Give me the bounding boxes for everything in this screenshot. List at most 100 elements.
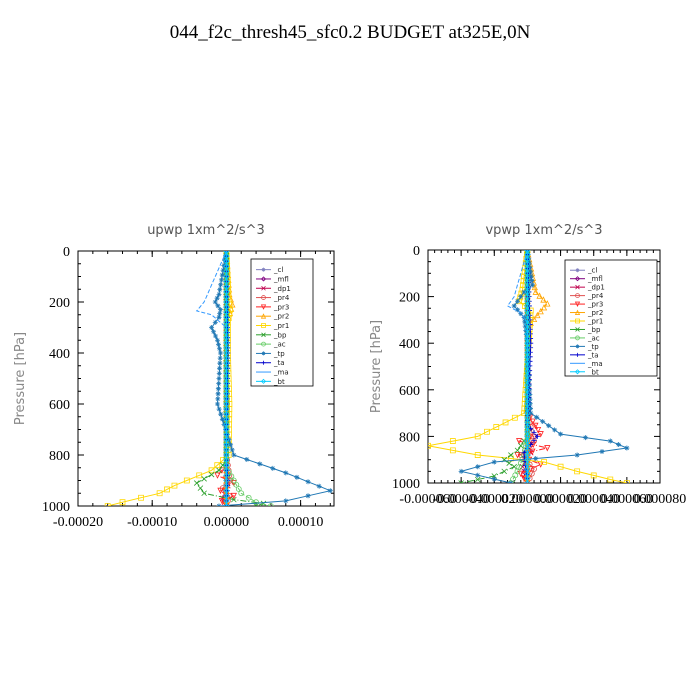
series-point xyxy=(164,486,170,493)
series-point xyxy=(218,277,224,283)
series-point xyxy=(526,364,532,369)
legend-label: _ta xyxy=(587,351,599,359)
series-point xyxy=(238,490,245,497)
series-point xyxy=(294,474,300,480)
x-tick-label: 0.000020 xyxy=(534,492,587,507)
series-point xyxy=(501,468,508,475)
series-point xyxy=(521,289,527,295)
series-point xyxy=(214,472,221,479)
series-point xyxy=(218,498,226,505)
legend-label: _pr4 xyxy=(273,294,290,302)
legend-label: _bt xyxy=(587,368,599,376)
x-tick-label: 0.000000 xyxy=(501,492,554,507)
series-point xyxy=(515,438,523,445)
legend-label: _mfl xyxy=(587,275,603,283)
x-tick-label: -0.00020 xyxy=(53,515,103,530)
series-point xyxy=(532,422,539,430)
series-point xyxy=(528,273,534,279)
legend-marker xyxy=(575,327,580,332)
series-point xyxy=(607,438,613,444)
legend-marker xyxy=(574,369,581,375)
series-point xyxy=(215,337,221,343)
series-point xyxy=(270,465,276,471)
series-point xyxy=(514,452,521,459)
legend-marker xyxy=(575,293,580,299)
series-point xyxy=(316,483,322,489)
series-point xyxy=(219,416,225,422)
y-tick-label: 800 xyxy=(49,449,70,464)
legend-marker xyxy=(575,352,580,357)
series-point xyxy=(218,467,226,474)
series-point xyxy=(493,424,500,430)
y-tick-label: 0 xyxy=(413,244,420,259)
figure-title: 044_f2c_thresh45_sfc0.2 BUDGET at325E,0N xyxy=(169,22,531,43)
series-point xyxy=(511,303,517,309)
series-point xyxy=(217,310,223,316)
series-point xyxy=(215,391,221,397)
series-point xyxy=(218,282,224,288)
series-point xyxy=(532,288,539,295)
legend-label: _bp xyxy=(587,326,601,334)
series-point xyxy=(183,477,190,484)
legend-label: _pr1 xyxy=(587,318,603,326)
y-tick-label: 600 xyxy=(399,384,420,399)
y-axis-label: Pressure [hPa] xyxy=(369,320,384,413)
series-point xyxy=(544,300,551,307)
series-point xyxy=(527,354,533,360)
series-point xyxy=(475,472,481,478)
series-point xyxy=(212,319,218,325)
legend-marker xyxy=(575,344,580,349)
y-tick-label: 1000 xyxy=(42,500,70,515)
legend-marker xyxy=(260,378,267,384)
x-tick-label: -0.000020 xyxy=(466,492,523,507)
series-point xyxy=(511,414,518,421)
series-point xyxy=(534,311,541,319)
series-point xyxy=(531,430,537,436)
x-tick-label: 0.00000 xyxy=(204,515,250,530)
series-point xyxy=(528,410,534,416)
series-point xyxy=(217,350,223,356)
y-tick-label: 0 xyxy=(63,245,70,260)
series-point xyxy=(215,303,221,309)
series-point xyxy=(518,294,524,300)
legend-label: _pr1 xyxy=(273,322,289,330)
y-tick-label: 400 xyxy=(399,337,420,352)
series-point xyxy=(209,325,215,330)
series-point xyxy=(458,480,464,483)
series-point xyxy=(517,470,524,478)
series-point xyxy=(216,381,222,387)
legend-label: _ac xyxy=(587,334,600,342)
series-point xyxy=(574,468,581,475)
series-point xyxy=(474,476,481,483)
series-point xyxy=(522,454,528,460)
series-point xyxy=(558,431,564,437)
series-point xyxy=(156,490,163,497)
series-point xyxy=(514,447,521,454)
series-point xyxy=(540,296,547,303)
series-point xyxy=(215,401,221,407)
y-tick-label: 800 xyxy=(399,430,420,445)
legend-label: _tp xyxy=(273,350,285,358)
series-point xyxy=(491,459,497,465)
series-point xyxy=(216,376,222,381)
series-point xyxy=(216,346,222,352)
legend-marker xyxy=(261,351,266,356)
series-point xyxy=(218,411,224,417)
legend-label: _ta xyxy=(273,359,285,367)
series-point xyxy=(526,368,532,374)
series-group xyxy=(104,251,333,506)
series-point xyxy=(305,479,311,485)
legend-marker xyxy=(575,318,580,324)
legend-label: _ma xyxy=(587,360,603,368)
series-point xyxy=(223,502,230,506)
series-point xyxy=(449,438,456,444)
series-point xyxy=(216,467,222,474)
legend-label: _dp1 xyxy=(587,284,605,292)
series-point xyxy=(217,307,223,313)
series-point xyxy=(526,414,534,421)
series-point xyxy=(522,319,528,325)
series-point xyxy=(531,283,538,291)
series-point xyxy=(216,406,222,412)
series-point xyxy=(524,479,531,483)
